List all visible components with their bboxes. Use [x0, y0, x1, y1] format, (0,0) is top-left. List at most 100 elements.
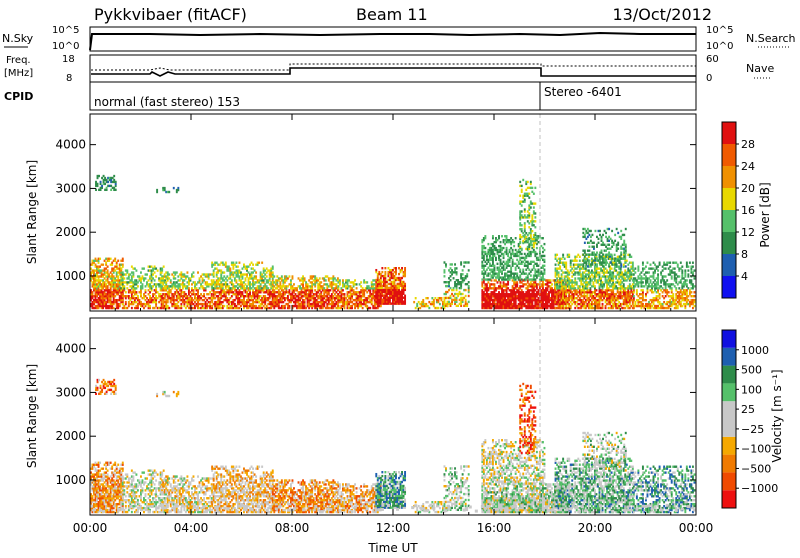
power-cell — [466, 273, 468, 275]
power-cell — [468, 261, 470, 263]
power-cell — [135, 269, 137, 271]
power-cell — [123, 285, 125, 287]
power-cell — [140, 271, 142, 273]
nsky-tick-bottom-right: 10^0 — [706, 41, 733, 52]
power-cell — [110, 258, 112, 260]
power-cell — [337, 277, 339, 279]
power-cell — [602, 303, 604, 305]
power-cell — [521, 278, 523, 280]
power-cell — [384, 267, 386, 269]
power-cell — [272, 265, 274, 267]
power-cell — [325, 279, 327, 281]
power-cell — [465, 289, 467, 291]
power-cell — [107, 269, 109, 271]
power-cell — [521, 185, 523, 187]
power-cell — [568, 254, 570, 256]
power-cell — [356, 283, 358, 285]
power-cell — [439, 303, 441, 305]
nave-tick-bottom: 0 — [706, 73, 712, 84]
power-cell — [143, 267, 145, 269]
power-cell — [456, 267, 458, 269]
power-cell — [543, 278, 545, 280]
power-cell — [258, 262, 260, 264]
power-cell — [404, 283, 406, 285]
power-cell — [113, 307, 115, 309]
power-cell — [107, 265, 109, 267]
power-cell — [468, 285, 470, 287]
power-cell — [468, 295, 470, 297]
power-cell — [555, 264, 557, 266]
power-cell — [161, 271, 163, 273]
power-cell — [422, 299, 424, 301]
power-cell — [366, 281, 368, 283]
power-cell — [530, 274, 532, 276]
power-cell — [145, 289, 147, 291]
power-cell — [579, 256, 581, 258]
nsky-trace — [90, 33, 696, 50]
power-cell — [102, 264, 104, 266]
power-cell — [381, 267, 383, 269]
power-cell — [235, 262, 237, 264]
power-cell — [484, 247, 486, 249]
power-cell — [585, 265, 587, 267]
power-cell — [225, 262, 227, 264]
power-cell — [462, 273, 464, 275]
power-cell — [375, 269, 377, 271]
power-cell — [528, 197, 530, 199]
power-cell — [463, 265, 465, 267]
power-cell — [255, 271, 257, 273]
power-cell — [450, 279, 452, 281]
station-title: Pykkvibaer (fitACF) — [94, 5, 247, 24]
power-cell — [380, 305, 382, 307]
power-cell — [522, 269, 524, 271]
power-cell — [521, 210, 523, 212]
power-cell — [404, 267, 406, 269]
power-cell — [506, 235, 508, 237]
power-cell — [495, 257, 497, 259]
nsky-tick-top-right: 10^5 — [706, 25, 733, 36]
power-cell — [342, 289, 344, 291]
power-cell — [304, 277, 306, 279]
power-cell — [462, 269, 464, 271]
power-cell — [115, 189, 117, 191]
power-cell — [528, 212, 530, 214]
power-cell — [492, 235, 494, 237]
power-cell — [157, 269, 159, 271]
power-cell — [468, 269, 470, 271]
power-cell — [209, 273, 211, 275]
power-cell — [95, 189, 97, 191]
power-cell — [542, 237, 544, 239]
power-cell — [122, 258, 124, 260]
power-cell — [440, 297, 442, 299]
power-cell — [519, 269, 521, 271]
power-cell — [534, 216, 536, 218]
power-cell — [122, 265, 124, 267]
power-cell — [266, 275, 268, 277]
power-cell — [543, 265, 545, 267]
power-cell — [512, 249, 514, 251]
cpid-segment-2: Stereo -6401 — [544, 85, 622, 99]
power-cell — [114, 258, 116, 260]
power-cell — [319, 277, 321, 279]
power-cell — [484, 235, 486, 237]
power-cell — [497, 263, 499, 265]
power-cell — [500, 241, 502, 243]
power-cell — [437, 307, 439, 309]
power-cell — [229, 267, 231, 269]
power-cell — [154, 271, 156, 273]
power-cell — [168, 273, 170, 275]
power-cell — [362, 307, 364, 309]
power-cell — [115, 181, 117, 183]
power-cell — [401, 267, 403, 269]
power-cell — [536, 247, 538, 249]
power-cell — [445, 263, 447, 265]
cpid-label: CPID — [4, 90, 33, 103]
power-cell — [415, 297, 417, 299]
power-cell — [255, 275, 257, 277]
power-cell — [534, 220, 536, 222]
power-cell — [98, 175, 100, 177]
power-cell — [197, 271, 199, 273]
date-title: 13/Oct/2012 — [612, 5, 712, 24]
power-cell — [261, 262, 263, 264]
power-cell — [176, 271, 178, 273]
